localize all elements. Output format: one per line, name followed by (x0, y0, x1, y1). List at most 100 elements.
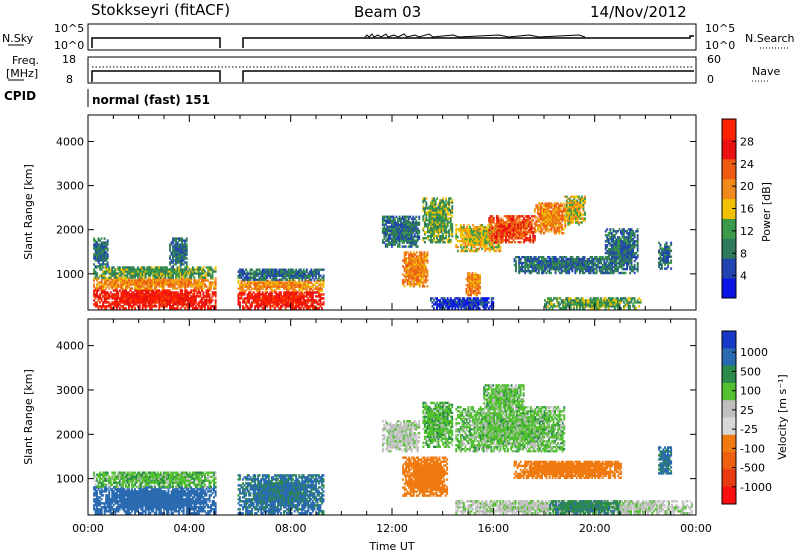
power-cell (286, 285, 288, 288)
power-cell (248, 272, 250, 275)
power-cell (134, 285, 136, 288)
power-cell (384, 229, 387, 232)
power-cell (315, 287, 317, 290)
power-cell (479, 282, 481, 285)
power-cell (552, 224, 554, 227)
power-cell (146, 281, 149, 284)
power-cell (237, 301, 240, 304)
power-cell (155, 266, 158, 269)
power-cell (494, 241, 497, 244)
power-cell (269, 293, 272, 296)
power-cell (193, 301, 196, 304)
power-cell (305, 287, 308, 290)
power-cell (446, 211, 449, 214)
power-cell (278, 281, 281, 284)
power-cell (257, 278, 260, 281)
power-cell (290, 285, 293, 288)
power-cell (257, 287, 260, 290)
power-cell (105, 287, 108, 290)
power-cell (423, 197, 426, 200)
power-cell (512, 239, 515, 242)
power-cell (99, 251, 101, 254)
power-cell (541, 222, 544, 225)
power-cell (137, 281, 139, 284)
power-cell (456, 245, 459, 249)
power-cell (311, 301, 314, 304)
power-cell (243, 301, 246, 304)
power-cell (96, 279, 98, 282)
power-cell (423, 221, 426, 224)
power-cell (152, 297, 155, 300)
power-cell (280, 268, 282, 271)
power-cell (281, 299, 284, 302)
power-cell (237, 293, 240, 296)
power-cell (501, 221, 504, 224)
power-cell (387, 239, 390, 242)
power-cell (420, 257, 423, 260)
power-cell (249, 285, 252, 288)
power-cell (398, 223, 401, 226)
power-cell (149, 307, 152, 310)
power-cell (491, 247, 494, 251)
power-cell (485, 237, 488, 241)
power-cell (398, 239, 401, 242)
power-cell (112, 303, 115, 306)
power-cell (321, 307, 323, 310)
power-cell (264, 283, 267, 286)
power-cell (539, 208, 542, 211)
power-cell (415, 275, 418, 278)
power-cell (448, 231, 451, 234)
power-cell (164, 279, 167, 282)
power-cell (437, 229, 440, 232)
power-cell (406, 225, 409, 228)
power-cell (150, 266, 153, 269)
power-cell (467, 291, 469, 295)
power-cell (94, 297, 97, 300)
power-cell (386, 231, 389, 234)
power-cell (123, 303, 126, 306)
power-cell (404, 219, 407, 222)
power-cell (286, 303, 288, 306)
power-cell (158, 295, 161, 298)
power-cell (144, 272, 147, 275)
power-cell (277, 303, 279, 306)
power-cell (143, 285, 146, 288)
power-cell (114, 301, 117, 304)
power-cell (495, 229, 498, 232)
power-cell (479, 235, 482, 239)
power-cell (430, 215, 432, 218)
power-cell (494, 237, 497, 240)
power-cell (405, 251, 408, 254)
power-cell (301, 278, 304, 281)
power-cell (109, 274, 112, 277)
power-cell (185, 237, 188, 240)
power-cell (163, 299, 165, 302)
power-cell (397, 235, 399, 238)
power-cell (405, 273, 408, 276)
power-cell (387, 243, 390, 246)
power-cell (283, 283, 285, 286)
power-cell (239, 285, 241, 288)
power-cell (281, 268, 284, 271)
power-cell (477, 276, 480, 279)
power-cell (196, 281, 199, 284)
power-cell (190, 274, 193, 277)
power-cell (213, 281, 215, 284)
power-cell (191, 266, 194, 269)
power-cell (179, 245, 182, 248)
power-cell (400, 233, 402, 236)
power-cell (473, 249, 476, 253)
power-cell (135, 297, 138, 300)
power-cell (550, 206, 553, 209)
power-cell (543, 222, 545, 225)
power-cell (257, 303, 260, 306)
power-cell (443, 223, 446, 226)
power-cell (292, 278, 295, 281)
power-cell (515, 217, 518, 220)
power-cell (403, 221, 405, 224)
power-cell (115, 268, 118, 271)
power-cell (191, 283, 194, 286)
power-cell (558, 224, 561, 227)
power-cell (430, 213, 432, 216)
power-cell (392, 235, 395, 238)
